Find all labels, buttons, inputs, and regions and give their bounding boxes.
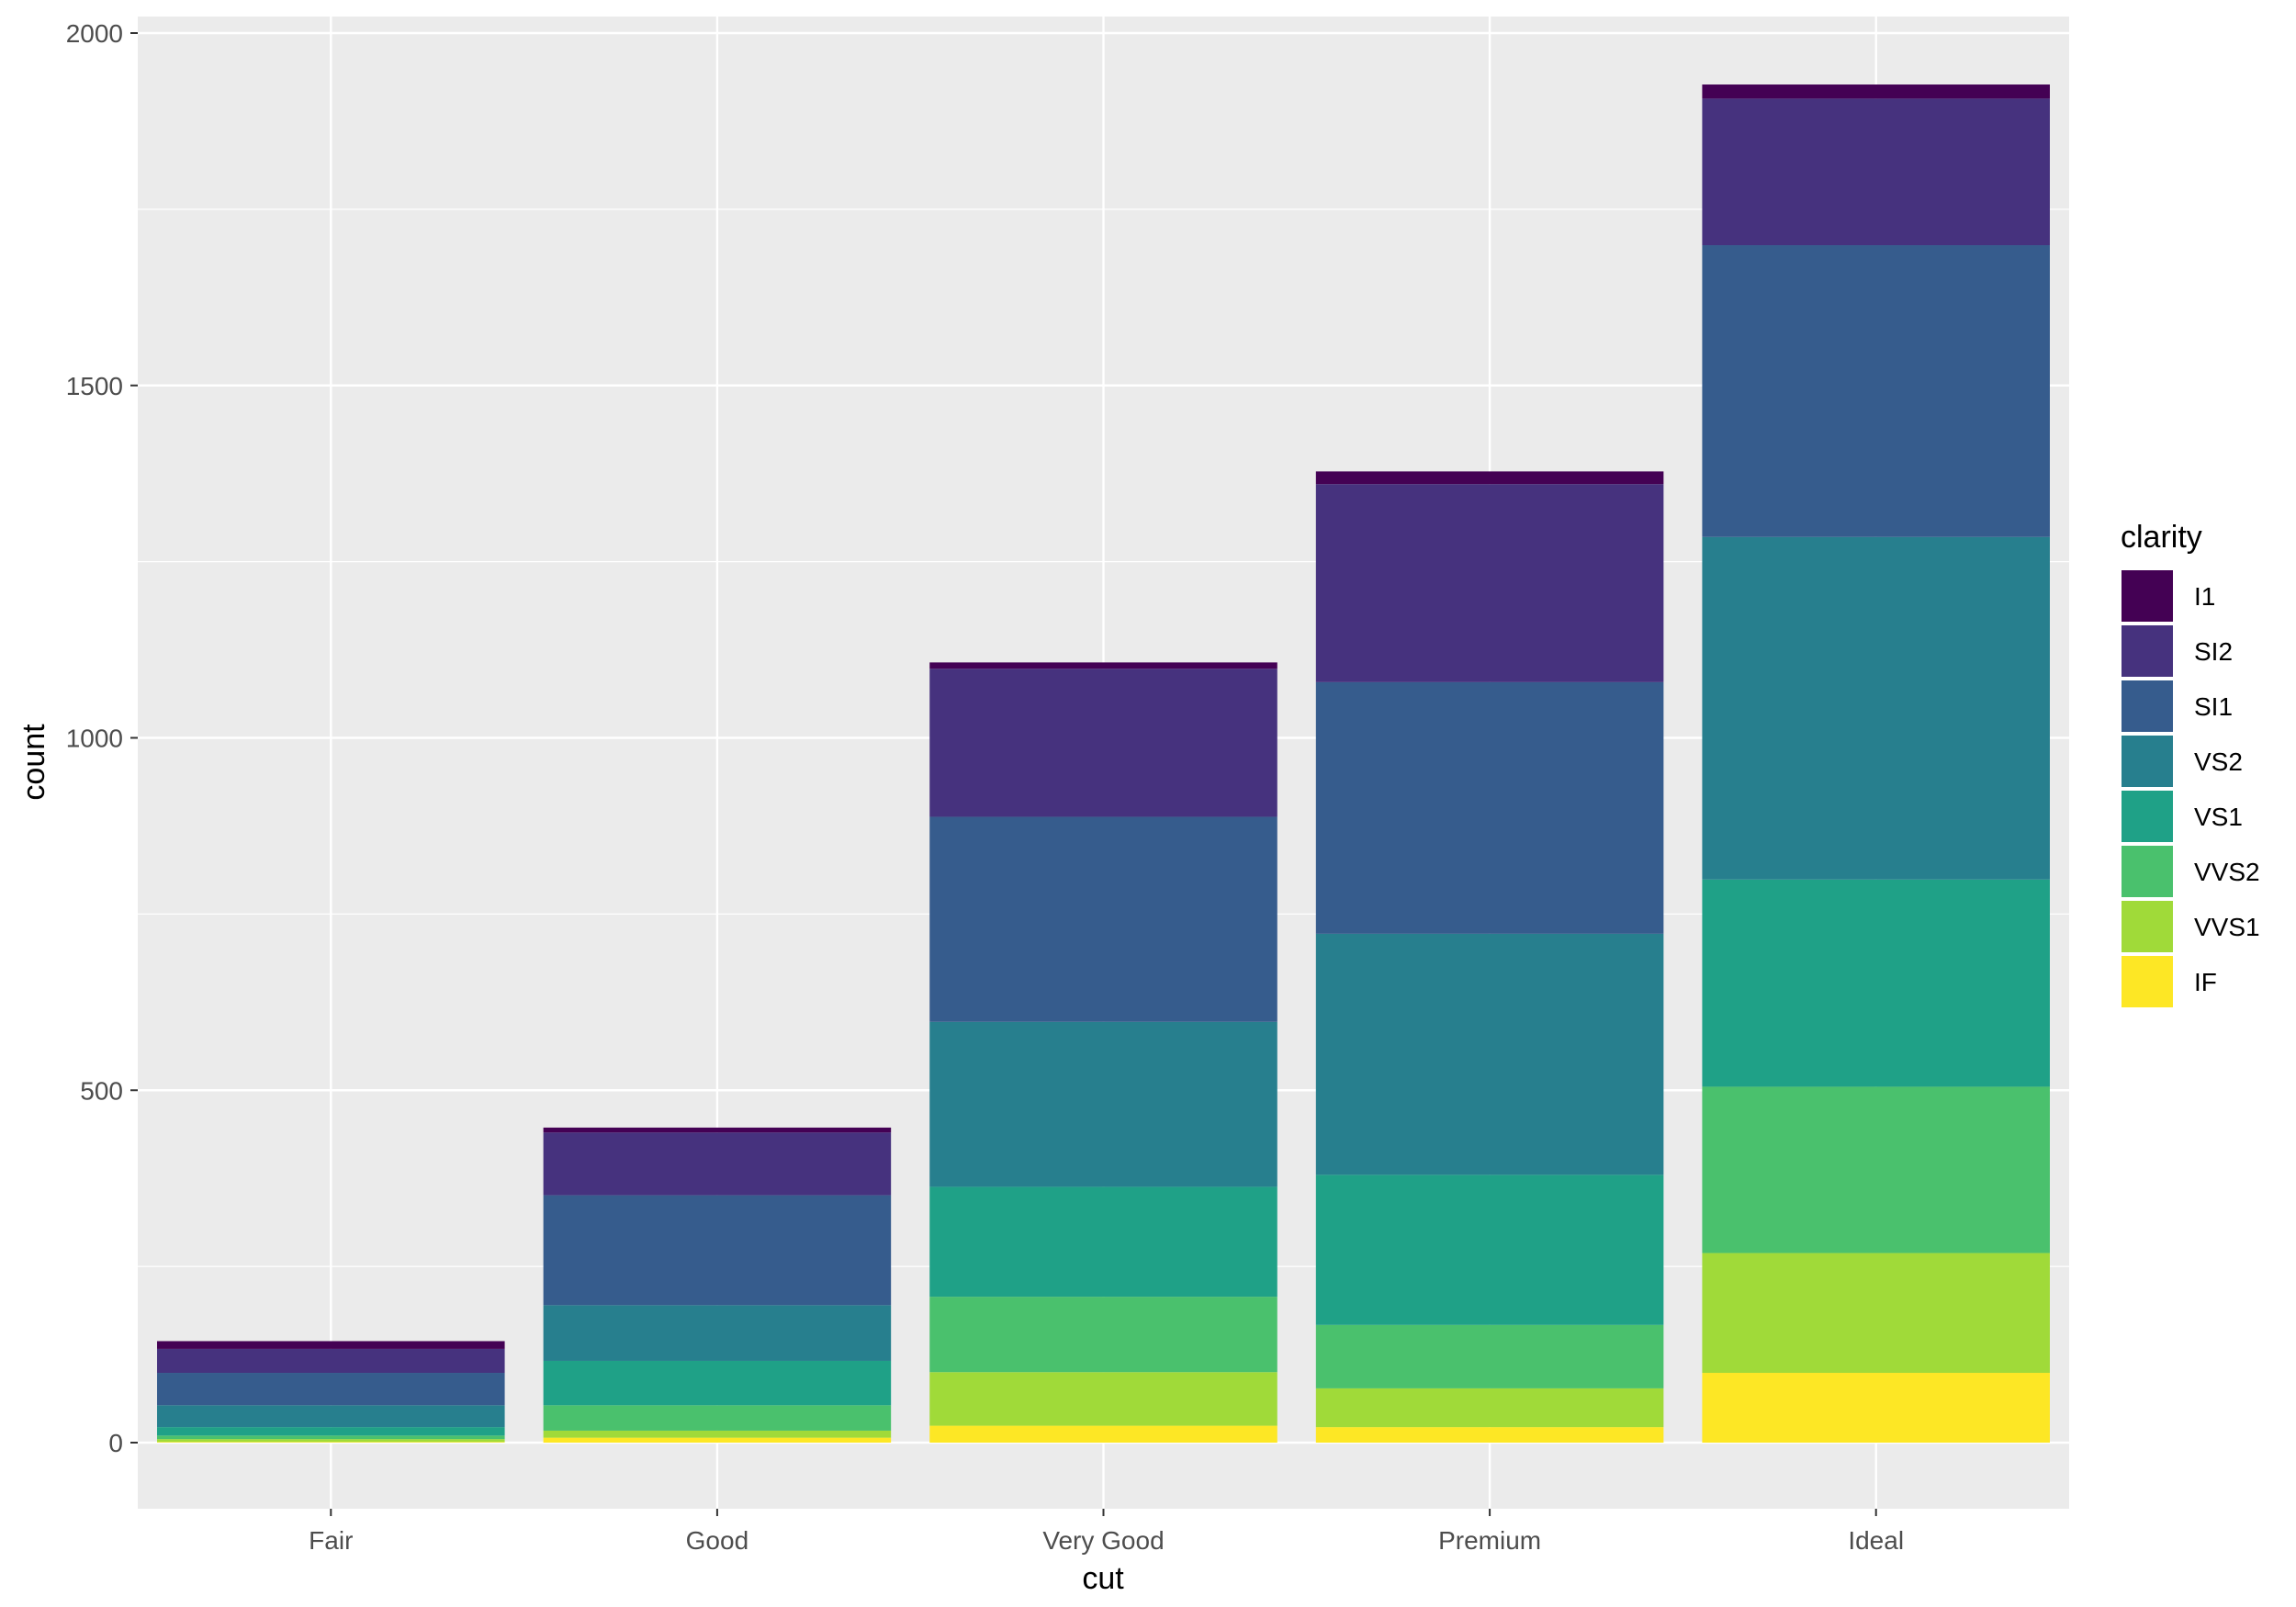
bar-segment-good-if bbox=[543, 1437, 892, 1443]
legend-label-if: IF bbox=[2194, 968, 2217, 996]
legend-key-i1 bbox=[2120, 568, 2175, 624]
legend-key-si2 bbox=[2120, 624, 2175, 679]
legend-label-vs1: VS1 bbox=[2194, 803, 2243, 831]
y-tick-label: 1000 bbox=[66, 725, 123, 753]
bar-segment-fair-si2 bbox=[157, 1348, 505, 1374]
bar-segment-premium-vs1 bbox=[1315, 1174, 1664, 1325]
bar-segment-good-vvs1 bbox=[543, 1430, 892, 1438]
legend-label-vvs1: VVS1 bbox=[2194, 913, 2260, 941]
bar-segment-very-good-vs1 bbox=[929, 1186, 1277, 1298]
y-tick-label: 500 bbox=[80, 1076, 123, 1105]
bar-segment-premium-si2 bbox=[1315, 484, 1664, 682]
bar-segment-ideal-i1 bbox=[1702, 84, 2050, 99]
bar-segment-premium-vvs1 bbox=[1315, 1388, 1664, 1428]
legend-key-vs1 bbox=[2120, 789, 2175, 844]
legend-label-vs2: VS2 bbox=[2194, 747, 2243, 776]
legend-key-vvs2 bbox=[2120, 844, 2175, 899]
bar-segment-good-vs2 bbox=[543, 1305, 892, 1361]
x-tick-label: Very Good bbox=[1042, 1526, 1164, 1555]
bar-segment-fair-vvs1 bbox=[157, 1439, 505, 1443]
bar-segment-premium-vs2 bbox=[1315, 933, 1664, 1175]
bar-segment-fair-si1 bbox=[157, 1373, 505, 1406]
y-tick-label: 1500 bbox=[66, 372, 123, 400]
bar-segment-very-good-vs2 bbox=[929, 1021, 1277, 1187]
legend: clarity I1 SI2 SI1 VS2 VS1 VVS2 VVS1 IF bbox=[2120, 520, 2260, 1009]
x-axis-title: cut bbox=[1082, 1561, 1124, 1596]
y-axis-title: count bbox=[17, 724, 51, 801]
bar-segment-fair-vvs2 bbox=[157, 1435, 505, 1440]
x-tick-label: Good bbox=[686, 1526, 749, 1555]
bar-segment-good-si1 bbox=[543, 1195, 892, 1306]
bar-segment-premium-si1 bbox=[1315, 681, 1664, 934]
bar-segment-very-good-si2 bbox=[929, 669, 1277, 817]
x-tick-label: Ideal bbox=[1848, 1526, 1904, 1555]
legend-label-si2: SI2 bbox=[2194, 637, 2233, 666]
bar-segment-premium-if bbox=[1315, 1427, 1664, 1443]
bar-segment-fair-vs2 bbox=[157, 1405, 505, 1428]
bar-segment-good-vs1 bbox=[543, 1360, 892, 1406]
bar-segment-ideal-vs1 bbox=[1702, 879, 2050, 1087]
legend-label-i1: I1 bbox=[2194, 582, 2215, 611]
y-tick-label: 2000 bbox=[66, 19, 123, 48]
bar-segment-ideal-si1 bbox=[1702, 245, 2050, 537]
legend-key-if bbox=[2120, 954, 2175, 1009]
bar-segment-very-good-si1 bbox=[929, 816, 1277, 1022]
bar-segment-fair-i1 bbox=[157, 1341, 505, 1349]
bar-segment-very-good-i1 bbox=[929, 662, 1277, 669]
legend-label-si1: SI1 bbox=[2194, 692, 2233, 721]
bar-segment-good-si2 bbox=[543, 1132, 892, 1196]
x-axis: Fair Good Very Good Premium Ideal bbox=[309, 1509, 1904, 1555]
bar-segment-very-good-if bbox=[929, 1425, 1277, 1443]
bar-segment-very-good-vvs2 bbox=[929, 1297, 1277, 1373]
bar-segment-good-vvs2 bbox=[543, 1405, 892, 1431]
bar-segment-ideal-vvs2 bbox=[1702, 1086, 2050, 1253]
legend-key-vvs1 bbox=[2120, 899, 2175, 954]
y-axis: 0 500 1000 1500 2000 bbox=[66, 19, 138, 1457]
legend-key-si1 bbox=[2120, 679, 2175, 734]
bar-segment-good-i1 bbox=[543, 1127, 892, 1133]
y-tick-label: 0 bbox=[108, 1429, 123, 1457]
bar-segment-fair-vs1 bbox=[157, 1427, 505, 1436]
x-tick-label: Fair bbox=[309, 1526, 353, 1555]
bar-segment-very-good-vvs1 bbox=[929, 1372, 1277, 1426]
bars bbox=[157, 84, 2050, 1443]
bar-segment-fair-if bbox=[157, 1442, 505, 1443]
bar-segment-premium-vvs2 bbox=[1315, 1324, 1664, 1388]
legend-title: clarity bbox=[2121, 520, 2202, 555]
legend-label-vvs2: VVS2 bbox=[2194, 858, 2260, 886]
bar-segment-ideal-if bbox=[1702, 1373, 2050, 1443]
bar-segment-ideal-vs2 bbox=[1702, 536, 2050, 880]
legend-key-vs2 bbox=[2120, 734, 2175, 789]
x-tick-label: Premium bbox=[1438, 1526, 1541, 1555]
bar-segment-ideal-vvs1 bbox=[1702, 1253, 2050, 1374]
bar-segment-ideal-si2 bbox=[1702, 98, 2050, 246]
bar-segment-premium-i1 bbox=[1315, 471, 1664, 485]
